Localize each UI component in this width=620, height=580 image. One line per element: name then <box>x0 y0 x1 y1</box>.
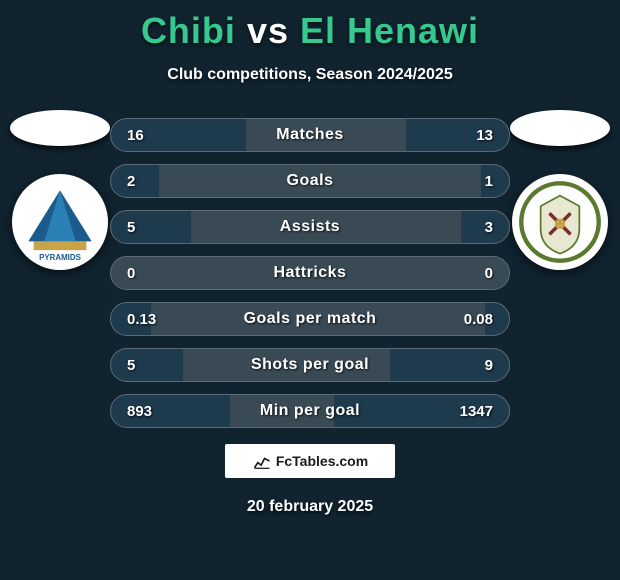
stat-label: Matches <box>111 126 509 144</box>
fctables-watermark: FcTables.com <box>225 444 395 478</box>
stat-row: 0.13Goals per match0.08 <box>110 302 510 336</box>
stat-row: 2Goals1 <box>110 164 510 198</box>
stat-label: Hattricks <box>111 264 509 282</box>
stat-label: Assists <box>111 218 509 236</box>
stats-table: 16Matches132Goals15Assists30Hattricks00.… <box>0 118 620 428</box>
stat-row: 893Min per goal1347 <box>110 394 510 428</box>
stat-value-left: 5 <box>127 219 135 236</box>
stat-value-right: 9 <box>485 357 493 374</box>
stat-row: 5Assists3 <box>110 210 510 244</box>
stat-label: Min per goal <box>111 402 509 420</box>
stat-value-left: 0.13 <box>127 311 156 328</box>
watermark-text: FcTables.com <box>276 453 368 469</box>
stat-value-right: 0 <box>485 265 493 282</box>
competition-subtitle: Club competitions, Season 2024/2025 <box>0 66 620 84</box>
stat-value-right: 3 <box>485 219 493 236</box>
stat-label: Shots per goal <box>111 356 509 374</box>
stat-value-left: 893 <box>127 403 152 420</box>
player1-name: Chibi <box>141 10 236 51</box>
stat-row: 16Matches13 <box>110 118 510 152</box>
stat-value-right: 1 <box>485 173 493 190</box>
stat-value-right: 13 <box>476 127 493 144</box>
stat-value-right: 1347 <box>460 403 493 420</box>
stat-row: 5Shots per goal9 <box>110 348 510 382</box>
chart-icon <box>252 451 272 471</box>
stat-row: 0Hattricks0 <box>110 256 510 290</box>
stat-label: Goals <box>111 172 509 190</box>
stat-value-left: 5 <box>127 357 135 374</box>
stat-value-left: 0 <box>127 265 135 282</box>
player2-name: El Henawi <box>300 10 479 51</box>
snapshot-date: 20 february 2025 <box>0 498 620 516</box>
stat-label: Goals per match <box>111 310 509 328</box>
vs-separator: vs <box>247 10 289 51</box>
stat-value-right: 0.08 <box>464 311 493 328</box>
stat-value-left: 2 <box>127 173 135 190</box>
stat-value-left: 16 <box>127 127 144 144</box>
comparison-title: Chibi vs El Henawi <box>0 0 620 52</box>
